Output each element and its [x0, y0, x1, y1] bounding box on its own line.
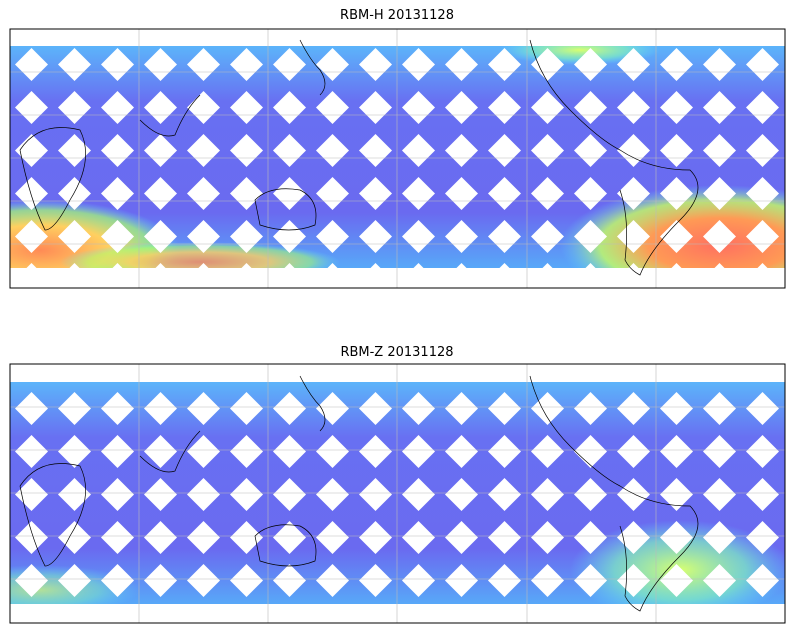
graticule — [10, 364, 785, 623]
panel-title: RBM-H 20131128 — [340, 8, 454, 23]
map-frame — [9, 363, 786, 624]
graticule — [10, 29, 785, 288]
panel-title: RBM-Z 20131128 — [340, 345, 453, 360]
coastline — [19, 39, 699, 276]
coastline — [19, 375, 699, 612]
swath-map — [10, 382, 785, 604]
map-frame — [9, 28, 786, 289]
